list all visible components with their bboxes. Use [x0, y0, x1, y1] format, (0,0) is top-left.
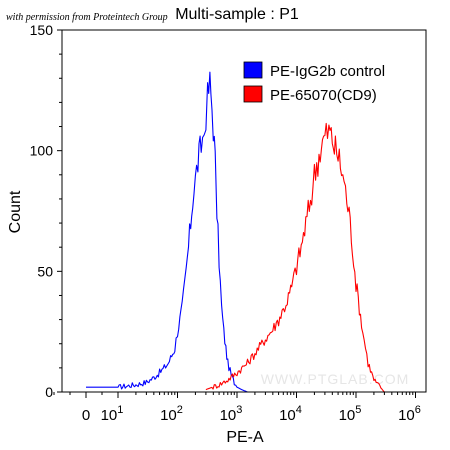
credit-text: with permission from Proteintech Group — [6, 12, 168, 23]
y-tick-label-0: 0 — [45, 384, 53, 400]
x-tick-label-1000: 103 — [220, 404, 243, 424]
legend: PE-IgG2b control PE-65070(CD9) — [243, 61, 385, 104]
y-axis-label: Count — [7, 190, 24, 233]
x-axis-label: PE-A — [226, 429, 264, 446]
x-tick-label-10000: 104 — [279, 404, 302, 424]
x-tick-label-100000: 105 — [339, 404, 362, 424]
x-axis: 0 101 102 103 104 105 106 — [53, 392, 421, 424]
legend-label-pe-65070-cd9: PE-65070(CD9) — [270, 87, 377, 104]
y-tick-label-100: 100 — [30, 143, 54, 159]
x-tick-label-1000000: 106 — [398, 404, 421, 424]
x-tick-label-0: 0 — [82, 407, 90, 424]
x-tick-label-100: 102 — [160, 404, 183, 424]
y-tick-label-150: 150 — [30, 22, 54, 38]
series-line-pe-65070-cd9 — [205, 122, 385, 393]
legend-swatch-pe-igg2b-control — [243, 61, 263, 79]
plot-frame — [61, 29, 427, 393]
legend-swatch-pe-65070-cd9 — [243, 85, 263, 103]
legend-label-pe-igg2b-control: PE-IgG2b control — [270, 63, 385, 80]
watermark-text: WWW.PTGLAB.COM — [261, 371, 410, 387]
series-layer — [86, 71, 385, 393]
x-tick-label-10: 101 — [101, 404, 124, 424]
y-axis: 0 50 100 150 — [30, 22, 62, 400]
chart-title: Multi-sample : P1 — [175, 6, 299, 23]
y-tick-label-50: 50 — [37, 263, 53, 279]
series-line-pe-igg2b-control — [86, 71, 255, 393]
